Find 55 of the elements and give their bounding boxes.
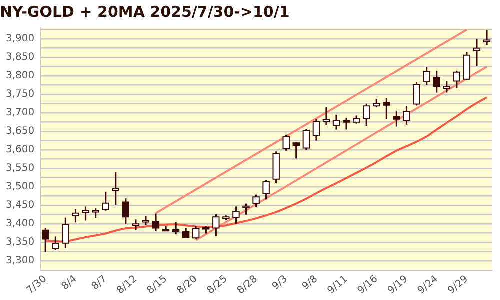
candlestick xyxy=(383,98,390,120)
x-tick-label: 9/8 xyxy=(300,274,320,293)
candlestick xyxy=(292,142,300,160)
candlestick xyxy=(322,106,330,126)
candlestick xyxy=(212,214,220,238)
y-tick-label: 3,350 xyxy=(6,237,35,248)
candlestick xyxy=(102,191,110,212)
candlestick xyxy=(72,208,80,224)
candlestick xyxy=(403,105,410,126)
candlestick xyxy=(342,117,350,131)
candlestick xyxy=(122,198,130,226)
x-tick-label: 8/7 xyxy=(90,274,110,293)
candlestick xyxy=(252,194,260,208)
y-tick-label: 3,850 xyxy=(6,52,35,64)
y-tick-label: 3,500 xyxy=(6,182,35,193)
candlestick xyxy=(453,70,461,90)
candlestick xyxy=(42,227,50,254)
y-tick-label: 3,650 xyxy=(6,126,35,138)
chart-title: NY-GOLD + 20MA 2025/7/30->10/1 xyxy=(0,2,290,21)
candlestick xyxy=(413,81,420,107)
candlestick xyxy=(332,114,340,131)
y-tick-label: 3,400 xyxy=(6,218,35,230)
y-tick-label: 3,450 xyxy=(6,200,35,212)
candlestick xyxy=(363,103,370,127)
y-tick-label: 3,700 xyxy=(6,108,35,119)
candlestick xyxy=(433,70,440,94)
candlestick xyxy=(82,206,90,222)
candlestick xyxy=(443,80,450,94)
x-tick-label: 9/3 xyxy=(270,274,290,293)
candlestick xyxy=(192,226,200,240)
candlestick xyxy=(262,180,270,200)
candlestick xyxy=(232,206,240,225)
y-tick-label: 3,800 xyxy=(6,70,35,82)
y-tick-label: 3,750 xyxy=(6,89,35,100)
candlestick xyxy=(483,29,491,46)
candlestick xyxy=(62,217,70,250)
candlestick xyxy=(423,66,430,86)
x-tick-label: 8/4 xyxy=(60,274,80,293)
candlestick xyxy=(52,236,60,251)
y-tick-label: 3,300 xyxy=(6,256,35,267)
candlestick xyxy=(132,218,140,232)
candlestick xyxy=(393,110,400,128)
candlestick xyxy=(282,134,290,152)
candlestick xyxy=(152,212,160,232)
candlestick xyxy=(112,172,120,206)
candlestick xyxy=(242,202,250,216)
y-tick-label: 3,900 xyxy=(6,34,35,45)
candlestick xyxy=(92,208,100,219)
candlestick xyxy=(142,215,150,226)
y-tick-label: 3,550 xyxy=(6,163,35,174)
y-tick-label: 3,600 xyxy=(6,144,35,156)
candlestick xyxy=(312,118,320,142)
candlestick xyxy=(172,221,180,236)
candlestick xyxy=(473,38,481,68)
candlestick xyxy=(302,128,310,151)
